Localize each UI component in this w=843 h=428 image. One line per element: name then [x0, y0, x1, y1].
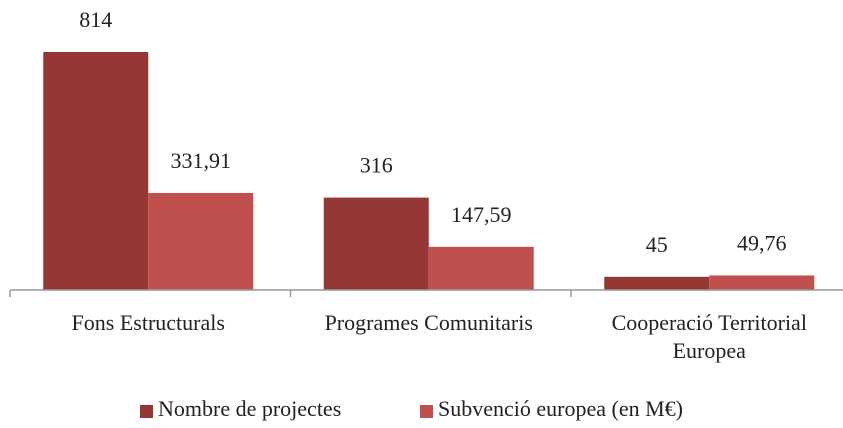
data-label: 316	[360, 153, 393, 178]
legend-label: Subvenció europea (en M€)	[438, 396, 683, 421]
x-tick-label: Cooperació Territorial Europea	[611, 310, 807, 363]
legend-swatch	[140, 405, 153, 418]
bar	[148, 192, 254, 290]
bar	[428, 246, 534, 290]
bar	[323, 197, 429, 290]
data-label: 45	[646, 232, 668, 257]
legend-label: Nombre de projectes	[158, 396, 341, 421]
x-tick-label: Programes Comunitaris	[324, 310, 533, 335]
bar	[43, 52, 149, 290]
data-label: 331,91	[171, 148, 232, 173]
legend-swatch	[420, 405, 433, 418]
x-tick-label: Fons Estructurals	[71, 310, 225, 335]
data-label: 49,76	[737, 230, 787, 255]
bar	[709, 275, 815, 290]
data-label: 147,59	[451, 202, 512, 227]
data-label: 814	[79, 7, 112, 32]
bar	[604, 276, 710, 290]
